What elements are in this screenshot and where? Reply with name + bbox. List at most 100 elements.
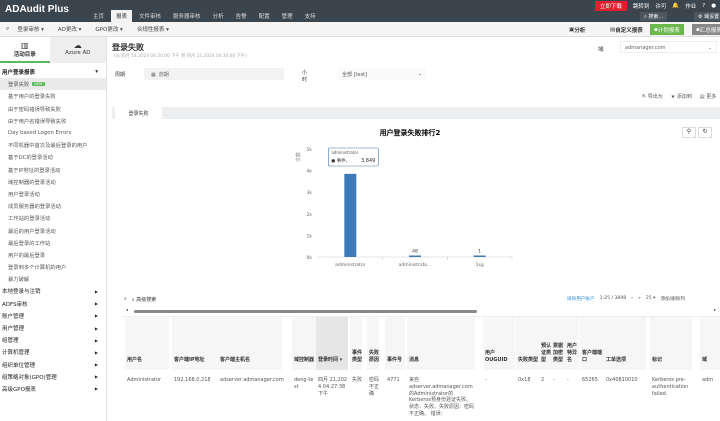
custom-report-button[interactable]: ▤ 自定义报表 [610, 26, 643, 34]
period-input[interactable]: ▦ 前期 [144, 68, 284, 80]
menu-gpo-changes[interactable]: GPO更改 ▾ [95, 27, 123, 33]
nav-tab[interactable]: 文件审核 [139, 14, 162, 20]
nav-tab[interactable]: 支持 [304, 14, 316, 20]
sidebar-item[interactable]: 基于DC的登录活动 [8, 155, 53, 162]
sidebar-group[interactable]: 高级GPO报表 ▶ [2, 386, 98, 393]
sidebar-group[interactable]: ADFS审核 ▶ [2, 301, 98, 308]
column-header[interactable]: 标记 [650, 317, 692, 370]
column-header[interactable]: 事件类型 [350, 317, 362, 370]
column-header[interactable]: 事件号 [385, 317, 405, 370]
chart-type-icon[interactable]: ⚲ [682, 127, 696, 138]
next-page-button[interactable]: › [631, 296, 634, 301]
column-header[interactable]: 消息 [407, 317, 475, 370]
menu-ad-changes[interactable]: AD更改 ▾ [57, 27, 82, 33]
tab-logon-failure[interactable]: 登录失败 [115, 107, 162, 119]
sidebar-group-open[interactable]: 用户登录报表 ▾ [2, 69, 98, 77]
domain-settings[interactable]: ⚙ 域设置 [694, 12, 720, 21]
column-header[interactable]: 用户名 [125, 317, 169, 370]
column-header[interactable]: 客户端端口 [580, 317, 604, 370]
column-header[interactable]: 用户OUGUID [483, 317, 515, 370]
summary-report-button[interactable]: ▪ 汇总报表 [692, 24, 720, 35]
sidebar-group[interactable]: 本地登录与注销 ▶ [2, 288, 98, 296]
last-page-button[interactable]: » [638, 296, 641, 301]
demo-link[interactable]: 跳转到 [632, 4, 650, 10]
sidebar-item[interactable]: 最后登录的工作站 [8, 240, 51, 247]
column-header[interactable]: 票据加密类型 [551, 317, 565, 370]
sidebar-item[interactable]: 由于用户名错误导致失败 [8, 118, 67, 125]
add-remove-columns[interactable]: 添加/删除列 [660, 297, 685, 302]
nav-tab[interactable]: 服务器审核 [173, 14, 201, 20]
bell-icon[interactable]: 🔔 [672, 3, 680, 9]
menu-logon-audit[interactable]: 登录审核 ▾ [17, 27, 44, 33]
page-size-select[interactable]: 25 ▾ [645, 296, 656, 301]
nav-tab[interactable]: 分析 [212, 14, 224, 20]
exclude-users-link[interactable]: 排除用户账户 [567, 297, 595, 302]
column-header[interactable]: 工单选项 [604, 317, 646, 370]
tooltip [328, 147, 379, 167]
help-icon[interactable]: ? [702, 3, 706, 9]
column-header[interactable]: 域 [700, 317, 720, 370]
sidebar-group[interactable]: 组织单位管理 ▶ [2, 362, 98, 369]
sidebar-item[interactable]: 工作站的登录活动 [8, 216, 51, 223]
domain-select[interactable]: admanager.com ⌄ [620, 41, 717, 53]
bar[interactable] [344, 173, 357, 257]
horizontal-scrollbar[interactable]: ◂ ▸ [126, 307, 716, 313]
column-header[interactable]: 失败类型 [516, 317, 540, 370]
sidebar-item[interactable]: 用户的最后登录 [8, 252, 46, 259]
sidebar-item[interactable]: 基于IP地址的登录活动 [8, 167, 61, 174]
bar[interactable] [409, 255, 421, 258]
sidebar-group[interactable]: 计算机管理 ▶ [2, 349, 98, 357]
sidebar-group[interactable]: 账户管理 ▶ [2, 313, 98, 320]
sidebar-item[interactable]: 用户登录活动 [8, 191, 40, 198]
bar[interactable] [473, 255, 486, 258]
column-header[interactable]: 域控制器 [292, 317, 316, 370]
column-header[interactable]: 失败原因 [367, 317, 379, 370]
sidebar-item[interactable]: 成员服务器的登录活动 [8, 204, 61, 211]
nav-tab[interactable]: 主页 [93, 14, 105, 20]
export-button[interactable]: ⇱ 导出为 [642, 94, 663, 100]
table-cell: 四月 21,2024 04:27:38 下午 [318, 377, 348, 397]
column-header[interactable]: 登录时间 ▾ [316, 317, 348, 370]
column-header[interactable]: 用户特异名 [565, 317, 579, 370]
add-to-button[interactable]: ★ 添加到 [670, 94, 692, 100]
refresh-icon[interactable]: ↻ [698, 127, 712, 138]
jobs-link[interactable]: 作业 [685, 4, 697, 10]
nav-tab[interactable]: 告警 [235, 14, 247, 20]
sidebar-item[interactable]: 登录到多个计算机的用户 [8, 265, 67, 272]
more-button[interactable]: ▤ 更多 [699, 94, 717, 100]
nav-tab[interactable]: 报表 [111, 10, 133, 22]
sidebar-item[interactable]: Day based Logon Errors [8, 130, 72, 137]
sidebar-item[interactable]: 基于用户的登录失败 [8, 94, 56, 101]
nav-tab[interactable]: 配置 [258, 14, 270, 20]
x-tick-label: administrator [335, 262, 366, 268]
sidebar-group[interactable]: 组策略对象(GPO)管理 ▶ [2, 374, 98, 381]
sidebar-item[interactable]: 不同机器中首次及最后登录的用户 [8, 143, 88, 150]
sidebar-item[interactable]: 暴力破解 [8, 277, 30, 284]
analysis-button[interactable]: ▣ 分析 [569, 26, 586, 34]
hour-select[interactable]: 全部 [test] ⌄ [338, 68, 426, 80]
table-cell: 2 [541, 377, 545, 383]
user-icon[interactable]: ● [711, 3, 716, 9]
column-header[interactable]: 客户端主机名 [218, 317, 282, 370]
column-header[interactable]: 客户端IP地址 [172, 317, 219, 370]
tab-azure-ad[interactable]: ☁ Azure AD [49, 37, 106, 63]
nav-tab[interactable]: 管理 [281, 14, 293, 20]
download-button[interactable]: 立即下载 [594, 1, 627, 11]
schedule-report-button[interactable]: ▪ 计划报表 [650, 24, 684, 35]
menu-compliance[interactable]: 合规性报表 ▾ [136, 27, 169, 33]
table-cell: 密码不正确 [369, 377, 380, 397]
sidebar-item[interactable]: 最近的用户登录活动 [8, 228, 56, 235]
building-icon: ▥ [20, 41, 29, 50]
sidebar-group[interactable]: 组管理 ▶ [2, 337, 98, 345]
sidebar-item[interactable]: 域控制器的登录活动 [8, 179, 56, 186]
tab-active-directory[interactable]: ▥ 活动目录 [0, 37, 50, 63]
sidebar-item[interactable]: 由于密码错误导致失败 [8, 106, 61, 113]
search-icon[interactable]: ⌕ [124, 296, 127, 302]
search-icon[interactable]: ⌕ [6, 25, 10, 32]
column-header[interactable]: 预认证类型 [539, 317, 553, 370]
license-link[interactable]: 许可 [655, 4, 667, 10]
sidebar-group[interactable]: 用户管理 ▶ [2, 325, 98, 333]
sidebar-item[interactable]: 登录失败 NEW [0, 78, 106, 91]
advanced-search-button[interactable]: ⌕ 高级搜索 [131, 297, 157, 303]
search-input[interactable]: ⌕ 搜索... [640, 12, 668, 21]
